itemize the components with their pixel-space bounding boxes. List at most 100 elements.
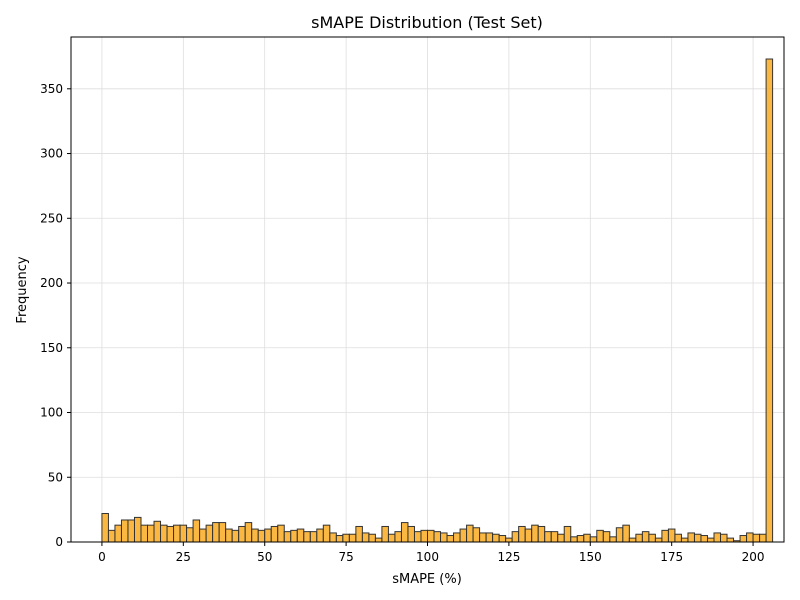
histogram-bar [615, 527, 624, 543]
histogram-bar [693, 533, 702, 543]
histogram-bar [563, 525, 572, 543]
histogram-bar [596, 529, 604, 543]
y-axis-label: Frequency [15, 256, 30, 323]
histogram-bar [433, 531, 442, 543]
histogram-bar [680, 537, 689, 543]
histogram-bar [107, 529, 116, 543]
chart-title: sMAPE Distribution (Test Set) [311, 13, 543, 32]
histogram-bar [218, 522, 227, 543]
y-tick-label: 0 [55, 535, 63, 549]
y-axis-ticks: 0 50 100 150 200 250 300 350 [40, 82, 71, 549]
histogram-bar [394, 531, 402, 543]
x-tick-label: 75 [338, 550, 353, 564]
histogram-bar [374, 537, 383, 543]
histogram-bar [257, 529, 266, 543]
histogram-bar [264, 528, 272, 543]
histogram-bar [381, 525, 389, 543]
histogram-bar [472, 527, 481, 543]
histogram-bar [231, 529, 240, 543]
histogram-bar [661, 529, 669, 543]
y-tick-label: 100 [40, 406, 63, 420]
histogram-bar [225, 528, 233, 543]
histogram-bar [537, 525, 546, 543]
histogram-bar [453, 532, 461, 543]
x-tick-label: 0 [98, 550, 106, 564]
histogram-bar [720, 533, 728, 543]
histogram-bar [700, 535, 708, 543]
histogram-bar [459, 528, 468, 543]
histogram-bar [622, 524, 630, 543]
histogram-bar [427, 529, 435, 543]
histogram-bar [329, 532, 337, 543]
histogram-bar [205, 524, 214, 543]
histogram-bar [648, 533, 656, 543]
histogram-bar [413, 531, 422, 543]
histogram-bar [602, 531, 611, 543]
histogram-bar [290, 529, 298, 543]
histogram-bar [739, 535, 748, 543]
histogram-bar [133, 516, 142, 543]
histogram-bar [147, 524, 155, 543]
histogram-bar [713, 532, 722, 543]
histogram-bar [387, 533, 396, 543]
x-tick-label: 200 [742, 550, 765, 564]
y-tick-label: 200 [40, 276, 63, 290]
histogram-bar [583, 533, 591, 543]
x-tick-label: 25 [176, 550, 191, 564]
histogram-bar [199, 528, 207, 543]
histogram-bar [127, 519, 135, 543]
y-tick-label: 350 [40, 82, 63, 96]
y-tick-label: 50 [48, 470, 63, 484]
histogram-bars [101, 58, 774, 543]
histogram-bar [368, 533, 376, 543]
y-tick-label: 150 [40, 341, 63, 355]
histogram-bar [687, 532, 695, 543]
histogram-bar [505, 537, 513, 543]
histogram-bar [186, 527, 194, 543]
histogram-bar [654, 537, 663, 543]
histogram-bar [303, 531, 311, 543]
histogram-bar [277, 524, 285, 543]
histogram-bar [667, 528, 676, 543]
histogram-bar [570, 536, 578, 543]
histogram-bar [420, 529, 429, 543]
histogram-bar [524, 528, 533, 543]
histogram-bar [160, 524, 168, 543]
histogram-bar [348, 533, 357, 543]
histogram-bar [576, 535, 585, 543]
histogram-bar [544, 531, 552, 543]
histogram-bar [609, 536, 617, 543]
histogram-bar [557, 533, 565, 543]
histogram-bar [550, 531, 559, 543]
histogram-bar [674, 533, 682, 543]
histogram-bar [101, 513, 109, 543]
histogram-bar [752, 533, 761, 543]
histogram-bar [440, 532, 448, 543]
x-tick-label: 125 [497, 550, 520, 564]
histogram-bar [309, 531, 318, 543]
histogram-bar [485, 532, 494, 543]
histogram-bar [635, 533, 643, 543]
histogram-bar [400, 522, 409, 543]
histogram-bar [179, 524, 188, 543]
histogram-bar [759, 533, 767, 543]
histogram-bar [270, 525, 279, 543]
histogram-bar [746, 532, 754, 543]
histogram-bar [492, 533, 500, 543]
histogram-bar [531, 524, 539, 543]
histogram-bar [192, 519, 201, 543]
x-tick-label: 175 [660, 550, 683, 564]
x-tick-label: 150 [579, 550, 602, 564]
histogram-bar [628, 537, 637, 543]
histogram-bar [120, 519, 129, 543]
histogram-bar [153, 520, 162, 543]
grid-lines [71, 37, 784, 543]
x-tick-label: 50 [257, 550, 272, 564]
histogram-bar [212, 522, 220, 543]
histogram-bar [361, 532, 370, 543]
histogram-bar [479, 532, 487, 543]
histogram-bar [283, 531, 292, 543]
histogram-bar [335, 535, 344, 543]
histogram-bar [589, 536, 598, 543]
